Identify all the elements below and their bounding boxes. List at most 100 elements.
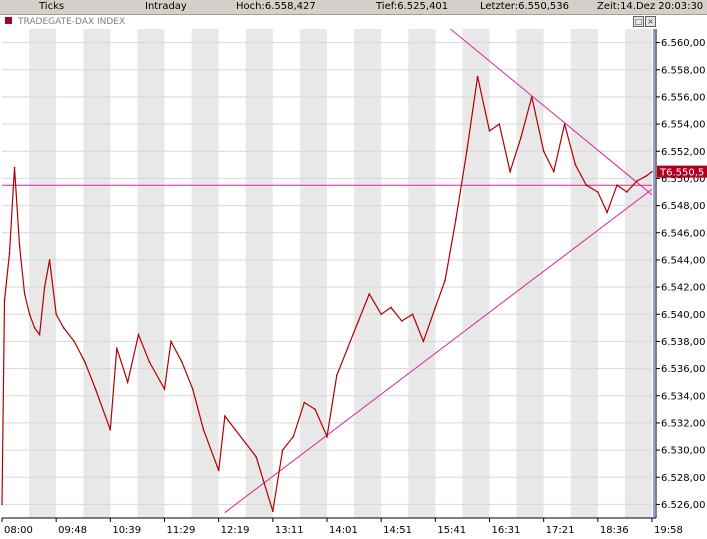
- y-tick-label: 6.528,00: [661, 473, 706, 484]
- price-point: [498, 123, 501, 125]
- price-point: [390, 306, 392, 309]
- low-value: Tief:6.525,401: [376, 1, 449, 12]
- time-band: [462, 29, 490, 518]
- price-point: [28, 313, 31, 316]
- price-point: [455, 218, 457, 220]
- price-point: [465, 150, 468, 153]
- time-band: [137, 29, 165, 518]
- price-point: [509, 170, 511, 173]
- x-tick-label: 16:31: [492, 525, 521, 536]
- price-line: [1, 76, 653, 512]
- y-tick-label: 6.542,00: [661, 283, 706, 294]
- chart-area[interactable]: 6.526,00 6.528,00 6.530,00 6.532,00 6.534,00…: [0, 15, 707, 539]
- price-point: [563, 123, 566, 125]
- y-tick-label: 6.540,00: [661, 310, 706, 321]
- price-point: [116, 347, 118, 350]
- time-band: [516, 29, 544, 518]
- price-point: [542, 150, 545, 153]
- y-tick-label: 6.530,00: [661, 446, 706, 457]
- price-point: [357, 320, 360, 322]
- x-tick-label: 09:48: [58, 525, 87, 536]
- y-tick-label: 6.536,00: [661, 364, 706, 375]
- y-tick-label: 6.546,00: [661, 228, 706, 239]
- price-point: [55, 313, 57, 316]
- price-point: [636, 180, 638, 182]
- price-point: [170, 340, 172, 343]
- y-tick-label: 6.550,00: [661, 174, 706, 185]
- price-point: [33, 327, 36, 329]
- x-tick-label: 10:39: [112, 525, 141, 536]
- tab-ticks[interactable]: Ticks: [39, 1, 65, 12]
- price-point: [530, 96, 533, 98]
- trend-lines: [2, 28, 653, 513]
- price-point: [234, 428, 237, 431]
- price-point: [148, 360, 151, 363]
- price-point: [606, 211, 608, 214]
- price-point: [444, 279, 446, 282]
- price-point: [616, 184, 618, 187]
- x-tick-label: 17:21: [546, 525, 575, 536]
- price-chart[interactable]: 6.526,00 6.528,00 6.530,00 6.532,00 6.534,00…: [0, 15, 707, 539]
- price-point: [272, 510, 274, 513]
- price-point: [137, 333, 140, 336]
- price-point: [411, 313, 414, 316]
- price-point: [292, 435, 295, 438]
- chart-header-bar: Ticks Intraday Hoch:6.558,427 Tief:6.525…: [0, 0, 707, 15]
- price-point: [62, 327, 65, 329]
- price-point: [217, 469, 220, 472]
- price-point: [422, 340, 425, 343]
- y-tick-label: 6.560,00: [661, 38, 706, 49]
- price-point: [520, 136, 522, 139]
- price-series: [1, 75, 653, 513]
- time-band: [29, 29, 57, 518]
- price-point: [181, 360, 183, 363]
- last-value-label: T6.550,5: [659, 168, 704, 179]
- price-point: [202, 428, 205, 431]
- price-point: [224, 415, 226, 417]
- y-tick-label: 6.552,00: [661, 147, 706, 158]
- price-point: [651, 170, 653, 173]
- price-point: [255, 456, 257, 458]
- time-band: [624, 29, 652, 518]
- x-tick-label: 19:58: [654, 525, 683, 536]
- price-point: [303, 401, 306, 404]
- price-point: [38, 333, 41, 336]
- time-band: [408, 29, 436, 518]
- maximize-icon[interactable]: □: [633, 16, 644, 27]
- x-tick-label: 08:00: [4, 525, 33, 536]
- price-point: [244, 442, 247, 445]
- price-point: [476, 75, 479, 78]
- x-tick-label: 14:51: [383, 525, 412, 536]
- tab-intraday[interactable]: Intraday: [145, 1, 187, 12]
- grid-lines: [2, 42, 652, 505]
- axes: 6.526,00 6.528,00 6.530,00 6.532,00 6.534,00…: [1, 29, 707, 536]
- price-point: [368, 293, 371, 295]
- price-point: [552, 170, 555, 173]
- y-tick-label: 6.544,00: [661, 255, 706, 266]
- price-point: [1, 503, 3, 506]
- y-tick-label: 6.532,00: [661, 418, 706, 429]
- price-point: [18, 245, 21, 248]
- price-point: [73, 340, 76, 343]
- close-icon[interactable]: ×: [645, 16, 656, 27]
- price-point: [13, 166, 16, 169]
- price-point: [585, 184, 588, 187]
- time-bands: [29, 29, 652, 518]
- x-tick-label: 11:29: [167, 525, 196, 536]
- trend-line: [224, 188, 653, 513]
- x-tick-label: 15:41: [437, 525, 466, 536]
- price-point: [109, 428, 112, 431]
- price-point: [488, 130, 491, 132]
- time-band: [354, 29, 382, 518]
- price-point: [3, 299, 6, 302]
- price-point: [23, 293, 26, 295]
- price-point: [163, 388, 166, 390]
- price-point: [645, 174, 648, 177]
- menu-icon[interactable]: [5, 17, 12, 24]
- trend-line: [450, 28, 653, 196]
- time-band: [570, 29, 598, 518]
- time-band: [299, 29, 327, 518]
- y-tick-label: 6.556,00: [661, 92, 706, 103]
- price-point: [94, 388, 97, 390]
- price-point: [346, 347, 349, 350]
